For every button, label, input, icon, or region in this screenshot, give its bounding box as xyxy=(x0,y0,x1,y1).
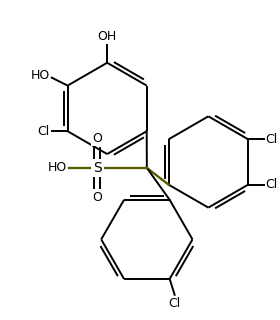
Text: Cl: Cl xyxy=(266,133,278,146)
Text: HO: HO xyxy=(48,161,67,174)
Text: Cl: Cl xyxy=(266,178,278,191)
Text: Cl: Cl xyxy=(169,297,181,310)
Text: OH: OH xyxy=(97,30,117,43)
Text: HO: HO xyxy=(31,69,50,82)
Text: S: S xyxy=(93,161,102,175)
Text: O: O xyxy=(92,132,102,145)
Text: O: O xyxy=(92,191,102,204)
Text: Cl: Cl xyxy=(38,125,50,138)
